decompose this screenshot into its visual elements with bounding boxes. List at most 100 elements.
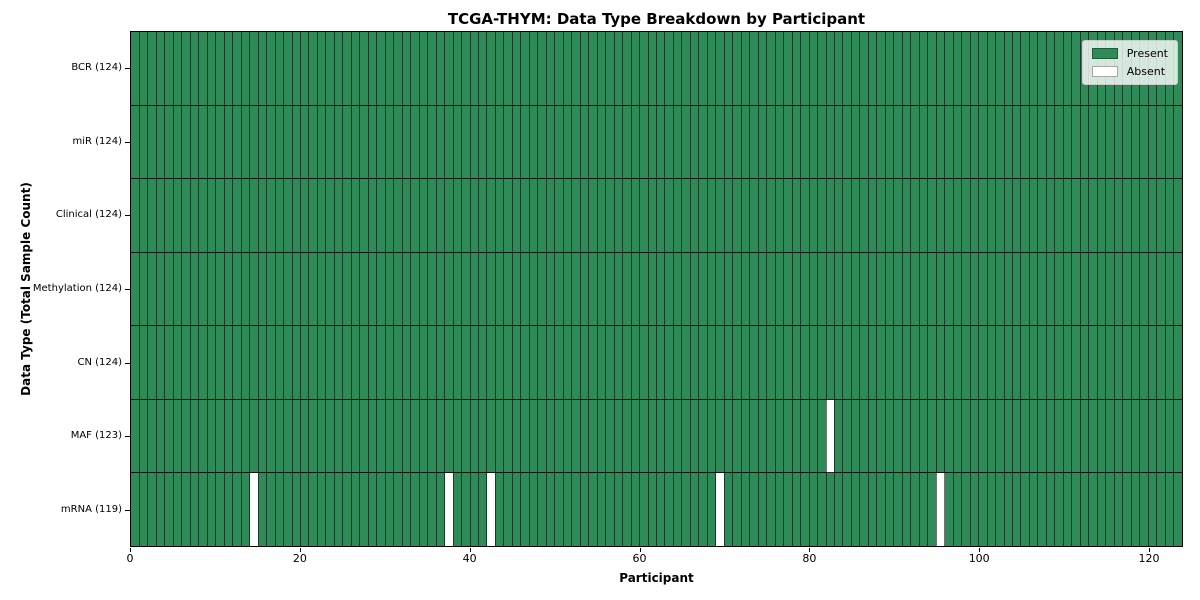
cell-gridline (240, 32, 242, 546)
xtick-label-60: 60 (632, 552, 647, 565)
cell-gridline (1130, 32, 1132, 546)
plot-area: Present Absent (130, 31, 1183, 547)
cell-gridline (401, 32, 403, 546)
cell-gridline (223, 32, 225, 546)
cell-gridline (249, 32, 251, 546)
cell-gridline (876, 32, 878, 546)
cell-gridline (817, 32, 819, 546)
cell-gridline (884, 32, 886, 546)
cell-gridline (783, 32, 785, 546)
legend-label: Absent (1126, 65, 1166, 78)
cell-gridline (681, 32, 683, 546)
cell-gridline (138, 32, 140, 546)
cell-gridline (444, 32, 446, 546)
cell-gridline (452, 32, 454, 546)
cell-gridline (715, 32, 717, 546)
legend: Present Absent (1081, 40, 1178, 85)
xtick-mark (469, 548, 471, 552)
xtick-mark (130, 548, 131, 552)
cell-gridline (893, 32, 895, 546)
ytick-mark (125, 436, 130, 438)
cell-gridline (689, 32, 691, 546)
cell-gridline (800, 32, 802, 546)
cell-gridline (978, 32, 980, 546)
row-separator (131, 472, 1182, 474)
cell-gridline (325, 32, 327, 546)
cell-gridline (952, 32, 954, 546)
row-separator (131, 398, 1182, 400)
cell-gridline (308, 32, 310, 546)
cell-gridline (1156, 32, 1158, 546)
cell-gridline (274, 32, 276, 546)
ytick-mark (125, 67, 130, 69)
cell-gridline (215, 32, 217, 546)
xtick-mark (979, 548, 981, 552)
cell-gridline (206, 32, 208, 546)
legend-swatch-absent (1091, 66, 1118, 77)
cell-gridline (257, 32, 259, 546)
cell-gridline (1020, 32, 1022, 546)
cell-gridline (774, 32, 776, 546)
row-separator (131, 178, 1182, 180)
cell-gridline (376, 32, 378, 546)
cell-gridline (316, 32, 318, 546)
xtick-label-0: 0 (126, 552, 134, 565)
cell-gridline (172, 32, 174, 546)
cell-gridline (367, 32, 369, 546)
cell-gridline (995, 32, 997, 546)
x-axis-label: Participant (619, 571, 694, 585)
cell-gridline (1045, 32, 1047, 546)
cell-gridline (283, 32, 285, 546)
ytick-label-miR: miR (124) (72, 135, 122, 147)
ytick-label-BCR: BCR (124) (71, 61, 122, 73)
absent-cell-mRNA-95 (936, 472, 945, 546)
cell-gridline (198, 32, 200, 546)
cell-gridline (528, 32, 530, 546)
ytick-mark (125, 289, 130, 290)
xtick-mark (809, 548, 811, 552)
cell-gridline (935, 32, 937, 546)
cell-gridline (1088, 32, 1090, 546)
cell-gridline (867, 32, 869, 546)
cell-gridline (384, 32, 386, 546)
cell-gridline (791, 32, 793, 546)
xtick-label-100: 100 (968, 552, 990, 565)
cell-gridline (833, 32, 835, 546)
cell-gridline (859, 32, 861, 546)
cell-gridline (554, 32, 556, 546)
cell-gridline (1147, 32, 1149, 546)
cell-gridline (757, 32, 759, 546)
cell-gridline (808, 32, 810, 546)
cell-gridline (571, 32, 573, 546)
cell-gridline (588, 32, 590, 546)
cell-gridline (478, 32, 479, 546)
cell-gridline (164, 32, 166, 546)
ytick-label-CN: CN (124) (77, 356, 122, 368)
row-separator (131, 104, 1182, 106)
legend-label: Present (1126, 47, 1168, 60)
cell-gridline (393, 32, 395, 546)
cell-gridline (1037, 32, 1039, 546)
cell-gridline (1003, 32, 1005, 546)
absent-cell-mRNA-69 (715, 472, 725, 546)
cell-gridline (232, 32, 234, 546)
cell-gridline (537, 32, 539, 546)
cell-gridline (511, 32, 513, 546)
xtick-mark (1149, 548, 1151, 552)
cell-gridline (740, 32, 742, 546)
cell-gridline (918, 32, 920, 546)
cell-gridline (461, 32, 463, 546)
legend-entry-present: Present (1091, 47, 1168, 60)
row-separator (131, 251, 1182, 253)
ytick-label-Clinical: Clinical (124) (55, 209, 122, 221)
cell-gridline (613, 32, 615, 546)
cell-gridline (1079, 32, 1081, 546)
cell-gridline (266, 32, 268, 546)
cell-gridline (359, 32, 361, 546)
cell-gridline (723, 32, 725, 546)
cell-gridline (647, 32, 649, 546)
absent-cell-MAF-82 (826, 399, 835, 473)
chart-title: TCGA-THYM: Data Type Breakdown by Partic… (447, 10, 866, 28)
cell-gridline (944, 32, 946, 546)
